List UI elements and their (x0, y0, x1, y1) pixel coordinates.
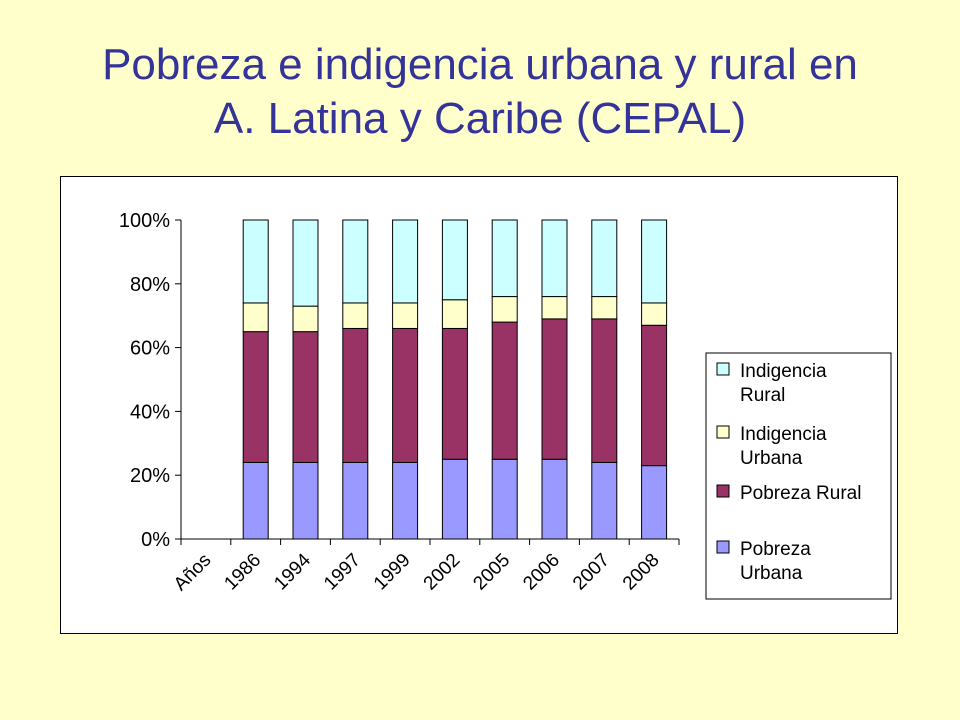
bar-segment (392, 461, 419, 540)
page-title: Pobreza e indigencia urbana y rural en A… (0, 38, 960, 146)
legend-swatch (716, 425, 730, 439)
bar-segment (591, 318, 618, 463)
bar-segment (242, 219, 269, 304)
y-tick-label: 40% (130, 401, 170, 423)
x-tick-label: 2006 (519, 550, 564, 595)
bar-segment (541, 458, 568, 540)
x-tick-label: 2008 (619, 550, 664, 595)
bar-segment (641, 465, 668, 540)
legend-label: Urbana (740, 448, 803, 469)
legend-label: Indigencia (740, 361, 827, 382)
bar-segment (591, 461, 618, 540)
x-tick-label: 2007 (569, 550, 614, 595)
legend-swatch (716, 362, 730, 376)
y-tick-label: 100% (119, 210, 170, 232)
bar-segment (342, 219, 369, 304)
bar-segment (242, 461, 269, 540)
x-tick-label: 1999 (370, 550, 415, 595)
bar-segment (342, 461, 369, 540)
bar-segment (242, 331, 269, 463)
bar-segment (641, 219, 668, 304)
legend-label: Urbana (740, 563, 803, 584)
title-line-2: A. Latina y Caribe (CEPAL) (213, 94, 747, 143)
bar-segment (491, 458, 518, 540)
x-tick-label: 2002 (420, 550, 465, 595)
bar-segment (392, 327, 419, 463)
bar-segment (491, 296, 518, 323)
stacked-bar-chart: 0%20%40%60%80%100%Años 1986 1994 1997 1999 20… (119, 210, 892, 600)
chart-area: 0% 20% 40% 60% 80% 100% Años 1986 1994 1997 1999 20… (60, 176, 898, 634)
x-tick-label: 1994 (270, 549, 315, 594)
bar-segment (292, 305, 319, 333)
bar-segment (541, 219, 568, 298)
bar-segment (591, 296, 618, 320)
x-tick-label: 2005 (469, 550, 514, 595)
legend-label: Pobreza Rural (740, 483, 861, 504)
bar-segment (441, 458, 468, 540)
bar-segment (441, 219, 468, 301)
legend-swatch (716, 540, 730, 554)
bar-segment (292, 461, 319, 540)
x-tick-label: 1986 (220, 550, 265, 595)
legend-swatch (716, 484, 730, 498)
legend-label: Pobreza (740, 539, 811, 560)
y-tick-label: 0% (141, 529, 170, 551)
bar-segment (342, 302, 369, 329)
legend: Indigencia Rural Indigencia Urbana Pobreza R… (705, 352, 892, 600)
bar-segment (392, 219, 419, 304)
legend-label: Indigencia (740, 424, 827, 445)
x-tick-label: Años (170, 550, 215, 595)
bar-segment (392, 302, 419, 329)
bar-segment (292, 219, 319, 307)
bar-segment (242, 302, 269, 333)
bar-segment (491, 321, 518, 460)
bar-segment (441, 327, 468, 460)
plot-area: 0%20%40%60%80%100%Años 1986 1994 1997 1999 20… (119, 210, 680, 595)
bar-segment (641, 324, 668, 467)
x-tick-label: 1997 (320, 550, 365, 595)
bar-segment (591, 219, 618, 298)
y-tick-label: 80% (130, 274, 170, 296)
bar-segment (441, 299, 468, 329)
bar-segment (292, 331, 319, 463)
y-tick-label: 60% (130, 338, 170, 360)
bar-segment (641, 302, 668, 326)
bar-segment (541, 296, 568, 320)
legend-label: Rural (740, 385, 785, 406)
legend-box (705, 352, 892, 600)
bar-segment (541, 318, 568, 460)
bar-segment (342, 327, 369, 463)
y-tick-label: 20% (130, 465, 170, 487)
bar-segment (491, 219, 518, 298)
title-line-1: Pobreza e indigencia urbana y rural en (102, 40, 858, 89)
